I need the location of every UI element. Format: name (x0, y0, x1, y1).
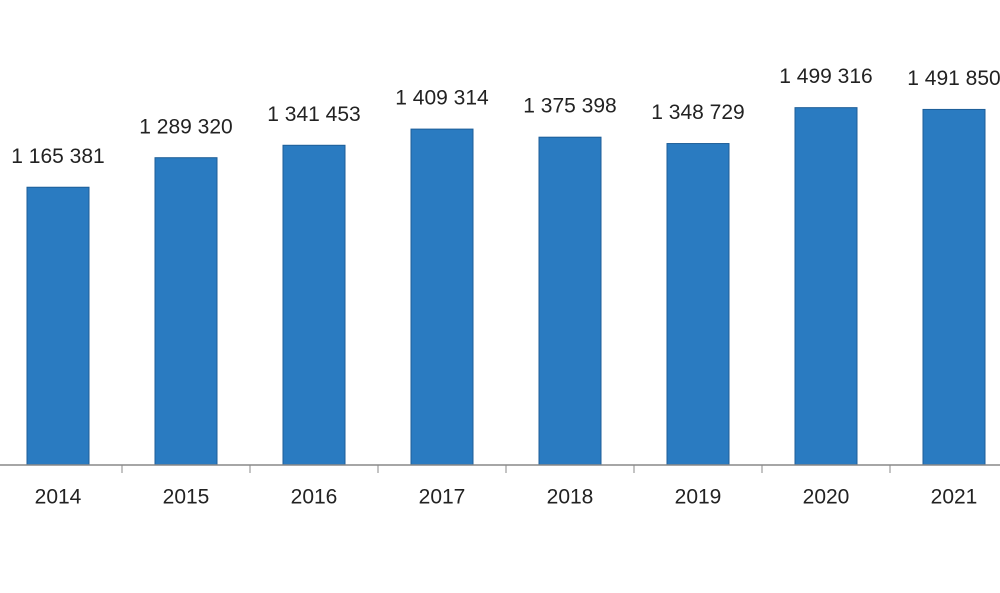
x-tick-label: 2018 (547, 486, 594, 509)
value-label: 1 499 316 (779, 65, 872, 88)
x-tick-label: 2016 (291, 486, 338, 509)
bar (666, 143, 730, 466)
bar (794, 107, 858, 466)
value-label: 1 341 453 (267, 103, 360, 126)
value-label: 1 375 398 (523, 95, 616, 118)
bar (538, 136, 602, 466)
x-tick-label: 2014 (35, 486, 82, 509)
bar (410, 128, 474, 466)
value-label: 1 409 314 (395, 87, 489, 110)
value-label: 1 289 320 (139, 115, 232, 138)
x-tick-label: 2019 (675, 486, 722, 509)
bar (154, 157, 218, 466)
value-label: 1 348 729 (651, 101, 744, 124)
x-tick-label: 2021 (931, 486, 978, 509)
value-label: 1 165 381 (11, 145, 104, 168)
bar (922, 108, 986, 466)
x-tick-label: 2015 (163, 486, 210, 509)
bar (282, 144, 346, 466)
x-tick-label: 2020 (803, 486, 850, 509)
bar (26, 186, 90, 466)
x-tick-label: 2017 (419, 486, 466, 509)
value-label: 1 491 850 (907, 67, 1000, 90)
